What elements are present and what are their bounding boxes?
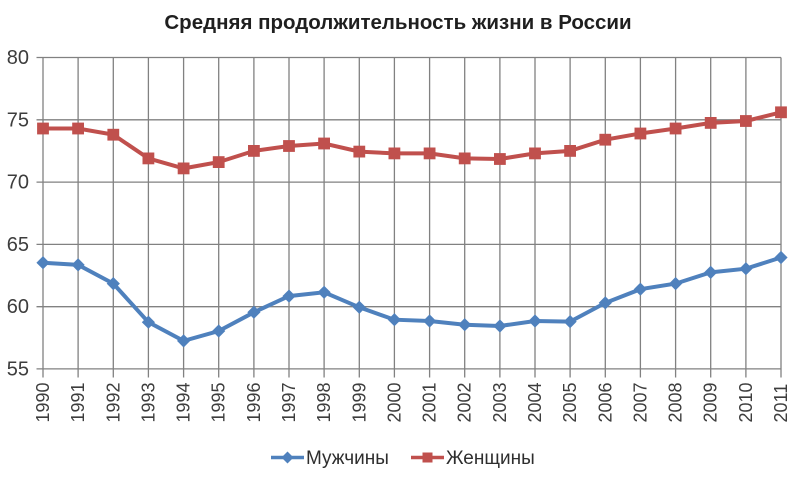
svg-text:2000: 2000: [384, 382, 404, 422]
svg-text:Мужчины: Мужчины: [306, 448, 389, 469]
svg-text:2002: 2002: [455, 382, 475, 422]
svg-text:1996: 1996: [244, 382, 264, 422]
svg-text:2008: 2008: [666, 382, 686, 422]
svg-text:2009: 2009: [701, 382, 721, 422]
svg-text:2003: 2003: [490, 382, 510, 422]
svg-text:1998: 1998: [314, 382, 334, 422]
svg-text:75: 75: [7, 109, 29, 131]
svg-text:Средняя продолжительность жизн: Средняя продолжительность жизни в России: [164, 11, 631, 34]
svg-text:2007: 2007: [630, 382, 650, 422]
svg-text:2011: 2011: [771, 384, 791, 423]
svg-text:65: 65: [7, 234, 29, 256]
svg-text:2006: 2006: [595, 382, 615, 422]
svg-text:1992: 1992: [103, 382, 123, 422]
svg-text:1993: 1993: [138, 382, 158, 422]
svg-text:1990: 1990: [33, 382, 53, 422]
svg-text:2010: 2010: [736, 382, 756, 422]
svg-text:1997: 1997: [279, 382, 299, 422]
svg-text:1999: 1999: [349, 382, 369, 422]
svg-text:80: 80: [7, 47, 29, 69]
svg-text:60: 60: [7, 296, 29, 318]
svg-text:55: 55: [7, 358, 29, 380]
svg-text:2001: 2001: [420, 382, 440, 422]
svg-text:2005: 2005: [560, 382, 580, 422]
svg-text:70: 70: [7, 172, 29, 194]
svg-text:1994: 1994: [174, 382, 194, 422]
svg-text:2004: 2004: [525, 382, 545, 422]
svg-text:Женщины: Женщины: [446, 448, 535, 469]
svg-text:1995: 1995: [209, 382, 229, 422]
svg-text:1991: 1991: [68, 382, 88, 422]
